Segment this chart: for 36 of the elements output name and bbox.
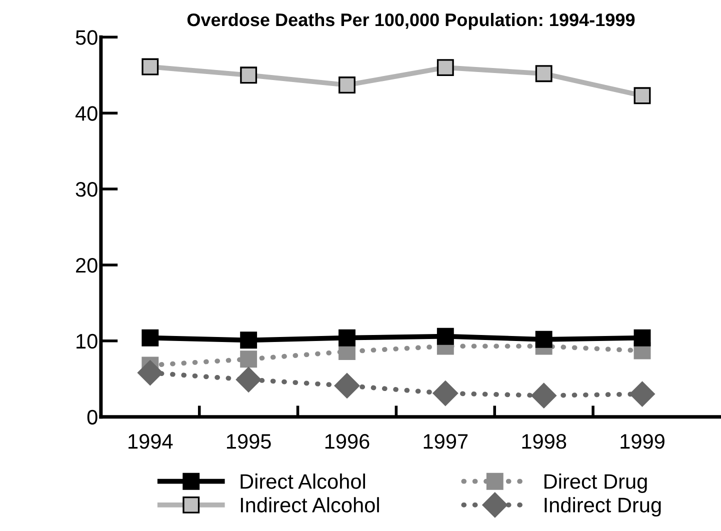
point: [535, 65, 552, 82]
y-tick-label: 30: [76, 182, 98, 197]
point: [142, 58, 159, 76]
point: [138, 360, 163, 386]
y-tick-label: 10: [76, 334, 98, 349]
point: [630, 381, 655, 407]
point: [436, 328, 454, 345]
point: [240, 332, 258, 349]
point: [236, 367, 262, 392]
chart-title: Overdose Deaths Per 100,000 Population: 1994-1999: [187, 12, 635, 30]
point: [240, 66, 258, 84]
legend-label: Indirect Alcohol: [240, 497, 379, 512]
point: [634, 329, 651, 346]
point: [240, 350, 258, 368]
point: [634, 87, 651, 104]
legend-label: Direct Alcohol: [240, 474, 366, 489]
point: [432, 380, 458, 406]
x-tick-label: 1995: [226, 434, 271, 449]
y-tick-label: 0: [87, 410, 98, 425]
x-tick-label: 1996: [325, 434, 370, 449]
legend-label: Indirect Drug: [544, 497, 661, 517]
x-tick-label: 1997: [424, 434, 468, 449]
point: [142, 329, 159, 346]
point: [531, 382, 556, 408]
y-tick-label: 50: [76, 30, 98, 45]
y-tick-label: 40: [75, 106, 98, 121]
point: [535, 330, 552, 348]
y-tick-label: 20: [76, 258, 98, 273]
point: [338, 329, 356, 346]
x-tick-label: 1998: [522, 434, 566, 449]
x-tick-label: 1994: [128, 434, 173, 449]
point: [334, 373, 360, 398]
point: [436, 59, 454, 76]
x-tick-label: 1999: [620, 434, 664, 449]
legend-label: Direct Drug: [544, 474, 647, 493]
point: [338, 76, 356, 94]
